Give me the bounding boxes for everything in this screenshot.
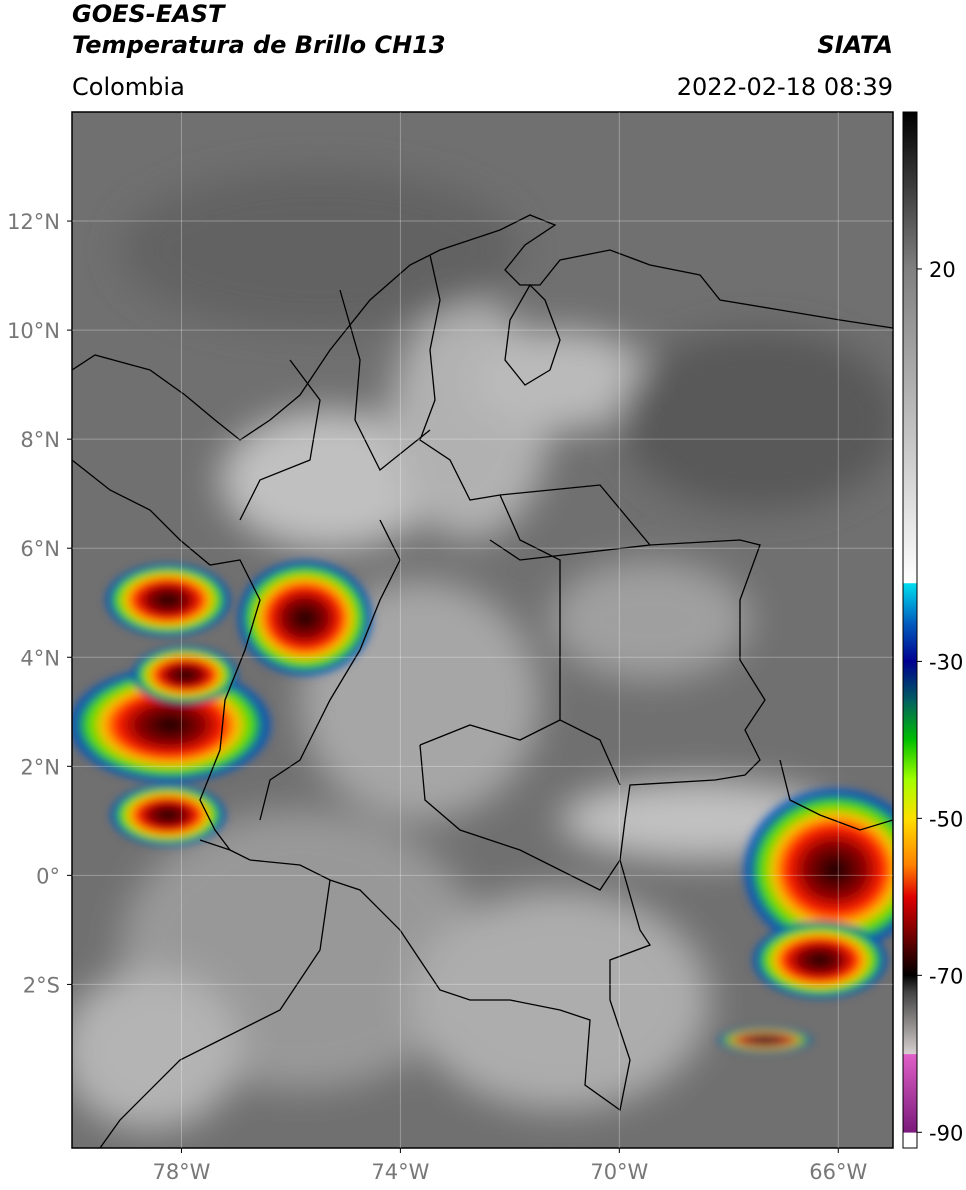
y-tick-label: 10°N bbox=[7, 319, 60, 343]
satellite-image bbox=[72, 112, 893, 1148]
y-tick-label: 6°N bbox=[20, 537, 60, 561]
x-tick-label: 74°W bbox=[371, 1160, 429, 1184]
colorbar-segment bbox=[903, 990, 917, 1055]
colorbar-tick-label: -30 bbox=[929, 650, 963, 674]
colorbar-tick-label: -90 bbox=[929, 1121, 963, 1145]
colorbar-segment bbox=[903, 582, 917, 623]
colorbar-segment bbox=[903, 865, 917, 898]
source: SIATA bbox=[817, 31, 893, 59]
y-tick-label: 8°N bbox=[20, 428, 60, 452]
colorbar-segment bbox=[903, 778, 917, 819]
colorbar-segment bbox=[903, 111, 917, 152]
y-tick-label: 2°S bbox=[23, 973, 60, 997]
colorbar-frame bbox=[902, 111, 918, 1149]
map-frame bbox=[71, 111, 894, 1149]
colorbar-segment bbox=[903, 661, 917, 701]
y-tick-label: 12°N bbox=[7, 210, 60, 234]
x-tick-label: 66°W bbox=[809, 1160, 867, 1184]
colorbar-segment bbox=[903, 943, 917, 976]
y-tick-label: 2°N bbox=[20, 755, 60, 779]
datetime: 2022-02-18 08:39 bbox=[677, 73, 893, 101]
colorbar-segment bbox=[903, 818, 917, 866]
colorbar-segment bbox=[903, 1132, 917, 1149]
title: GOES-EAST bbox=[72, 0, 226, 28]
colorbar-segment bbox=[903, 700, 917, 741]
x-tick-label: 70°W bbox=[590, 1160, 648, 1184]
region: Colombia bbox=[72, 73, 185, 101]
colorbar-segment bbox=[903, 621, 917, 662]
colorbar-segment bbox=[903, 896, 917, 945]
colorbar-segment bbox=[903, 150, 917, 270]
colorbar-tick-label: -70 bbox=[929, 964, 963, 988]
colorbar-tick-label: 20 bbox=[929, 258, 956, 282]
subtitle: Temperatura de Brillo CH13 bbox=[72, 31, 446, 59]
y-tick-label: 4°N bbox=[20, 646, 60, 670]
y-tick-label: 0° bbox=[36, 864, 60, 888]
colorbar-segment bbox=[903, 1053, 917, 1133]
colorbar-segment bbox=[903, 975, 917, 992]
x-tick-label: 78°W bbox=[152, 1160, 210, 1184]
colorbar-segment bbox=[903, 739, 917, 780]
colorbar-tick-label: -50 bbox=[929, 807, 963, 831]
colorbar-segment bbox=[903, 268, 917, 584]
